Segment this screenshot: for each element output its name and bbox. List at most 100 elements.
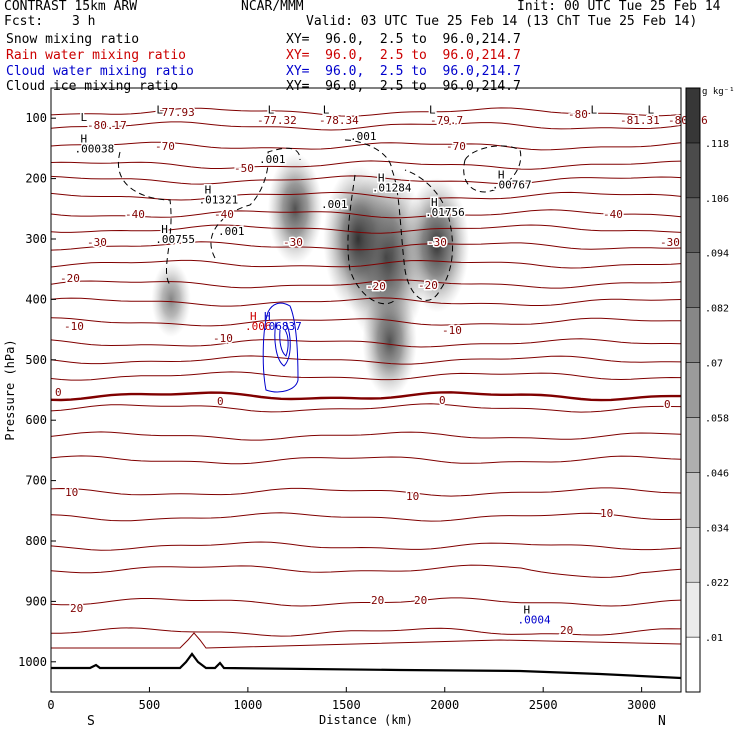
extremum-marker: L <box>156 103 163 116</box>
x-tick-label: 0 <box>47 698 54 712</box>
y-tick-label: 700 <box>25 474 47 488</box>
cloud-ice-contour-value: .001 <box>218 225 245 238</box>
valid-time: Valid: 03 UTC Tue 25 Feb 14 (13 ChT Tue … <box>306 14 698 29</box>
colorbar-segment <box>685 362 701 418</box>
cloud-ice-contours <box>117 139 522 305</box>
field-xy-snow: XY= 96.0, 2.5 to 96.0,214.7 <box>286 32 521 47</box>
field-xy-rain: XY= 96.0, 2.5 to 96.0,214.7 <box>286 48 521 63</box>
cloud-ice-contour-value: .001 <box>350 130 377 143</box>
temperature-label: -40 <box>603 208 623 221</box>
temperature-contour-line <box>51 160 681 170</box>
extremum-marker: H <box>205 184 212 197</box>
y-tick-label: 400 <box>25 292 47 306</box>
extremum-value: .01284 <box>372 182 412 195</box>
snow-core <box>151 261 191 338</box>
cloud-water-value: .06837 <box>262 320 302 333</box>
y-tick-label: 800 <box>25 534 47 548</box>
colorbar-segment <box>685 197 701 253</box>
model-title: CONTRAST 15km ARW <box>4 0 138 14</box>
colorbar-tick-label: .01 <box>705 633 723 644</box>
temperature-label: -80 <box>568 108 588 121</box>
terrain-line <box>51 632 681 680</box>
temperature-contour-line <box>51 175 681 185</box>
rain-marker: H <box>250 310 257 323</box>
field-name-cloud-water: Cloud water mixing ratio <box>6 64 194 79</box>
y-tick-label: 500 <box>25 353 47 367</box>
temperature-label: -77.32 <box>257 114 297 127</box>
temperature-label: -70 <box>155 140 175 153</box>
y-axis-label: Pressure (hPa) <box>3 339 17 440</box>
temperature-contour-line <box>51 371 681 381</box>
cloud-ice-contour <box>117 151 172 286</box>
cloud-ice-contour-value: .001 <box>259 153 286 166</box>
colorbar-tick-label: .058 <box>705 413 729 424</box>
field-name-cloud-ice: Cloud ice mixing ratio <box>6 79 179 94</box>
colorbar-tick-label: .082 <box>705 304 729 315</box>
colorbar-segment <box>685 581 701 638</box>
extremum-marker: H <box>378 172 385 185</box>
x-tick-label: 2000 <box>430 698 459 712</box>
snow-core <box>362 286 417 398</box>
cloud-water-contour <box>279 329 289 357</box>
x-tick-label: 1000 <box>233 698 262 712</box>
temperature-label: 20 <box>560 624 573 637</box>
temperature-label: -20 <box>418 279 438 292</box>
snow-core <box>404 177 470 313</box>
temperature-contour-line <box>51 391 681 402</box>
init-time: Init: 00 UTC Tue 25 Feb 14 <box>517 0 721 14</box>
temperature-label: -20 <box>60 272 80 285</box>
x-tick-label: 2500 <box>529 698 558 712</box>
snow-core <box>323 165 394 313</box>
colorbar-segment <box>685 142 701 199</box>
x-tick-label: 3000 <box>627 698 656 712</box>
temperature-label: -30 <box>427 236 447 249</box>
snow-shading <box>151 153 470 398</box>
rain-value: .006 <box>245 320 272 333</box>
temperature-label: -10 <box>64 320 84 333</box>
x-tick-label: 1500 <box>332 698 361 712</box>
temperature-label: -79.7 <box>430 114 463 127</box>
temperature-contour-line <box>51 121 681 131</box>
plot-annotations: -80-80.17-77.93-77.32-78.34-79.7-81.31-8… <box>54 102 710 639</box>
y-tick-label: 100 <box>25 111 47 125</box>
terrain-surface <box>51 652 681 680</box>
temperature-contour-line <box>51 209 681 219</box>
temperature-contour-line <box>51 191 681 201</box>
x-tick-label: 500 <box>139 698 161 712</box>
temperature-contour-line <box>51 512 681 522</box>
forecast-label: Fcst: <box>4 14 44 29</box>
temperature-contour-line <box>51 224 681 234</box>
extremum-marker: L <box>81 111 88 124</box>
temperature-label: -80.17 <box>87 119 127 132</box>
field-xy-cloud-water: XY= 96.0, 2.5 to 96.0,214.7 <box>286 64 521 79</box>
cloud-ice-contour <box>347 174 396 305</box>
temperature-contour-line <box>51 597 681 607</box>
y-tick-label: 300 <box>25 232 47 246</box>
x-end-label-north: N <box>658 714 666 729</box>
cloud-ice-contour-value: .001 <box>321 198 348 211</box>
temperature-contour-line <box>51 403 681 413</box>
colorbar-tick-label: .07 <box>705 359 723 370</box>
colorbar-tick-label: .106 <box>705 194 729 205</box>
temperature-label: 0 <box>664 398 671 411</box>
temperature-contour-line <box>51 431 681 441</box>
temperature-label: 0 <box>439 394 446 407</box>
extremum-value: .0004 <box>518 613 551 626</box>
temperature-label: -10 <box>213 332 233 345</box>
extremum-marker: H <box>161 223 168 236</box>
colorbar-tick-label: .046 <box>705 468 729 479</box>
temperature-contour-line <box>51 355 681 365</box>
extremum-marker: H <box>524 603 531 616</box>
temperature-label: -20 <box>366 280 386 293</box>
extremum-marker: L <box>268 103 275 116</box>
temperature-contour-line <box>51 632 681 649</box>
temperature-label: -78.34 <box>319 114 359 127</box>
extremum-marker: L <box>648 103 655 116</box>
temperature-label: -81.31 <box>620 114 660 127</box>
temperature-contour-line <box>51 455 681 465</box>
temperature-contour-line <box>51 627 681 637</box>
plot-frame <box>50 87 682 693</box>
colorbar-unit: g kg⁻¹ <box>702 87 735 97</box>
colorbar-tick-label: .022 <box>705 578 729 589</box>
